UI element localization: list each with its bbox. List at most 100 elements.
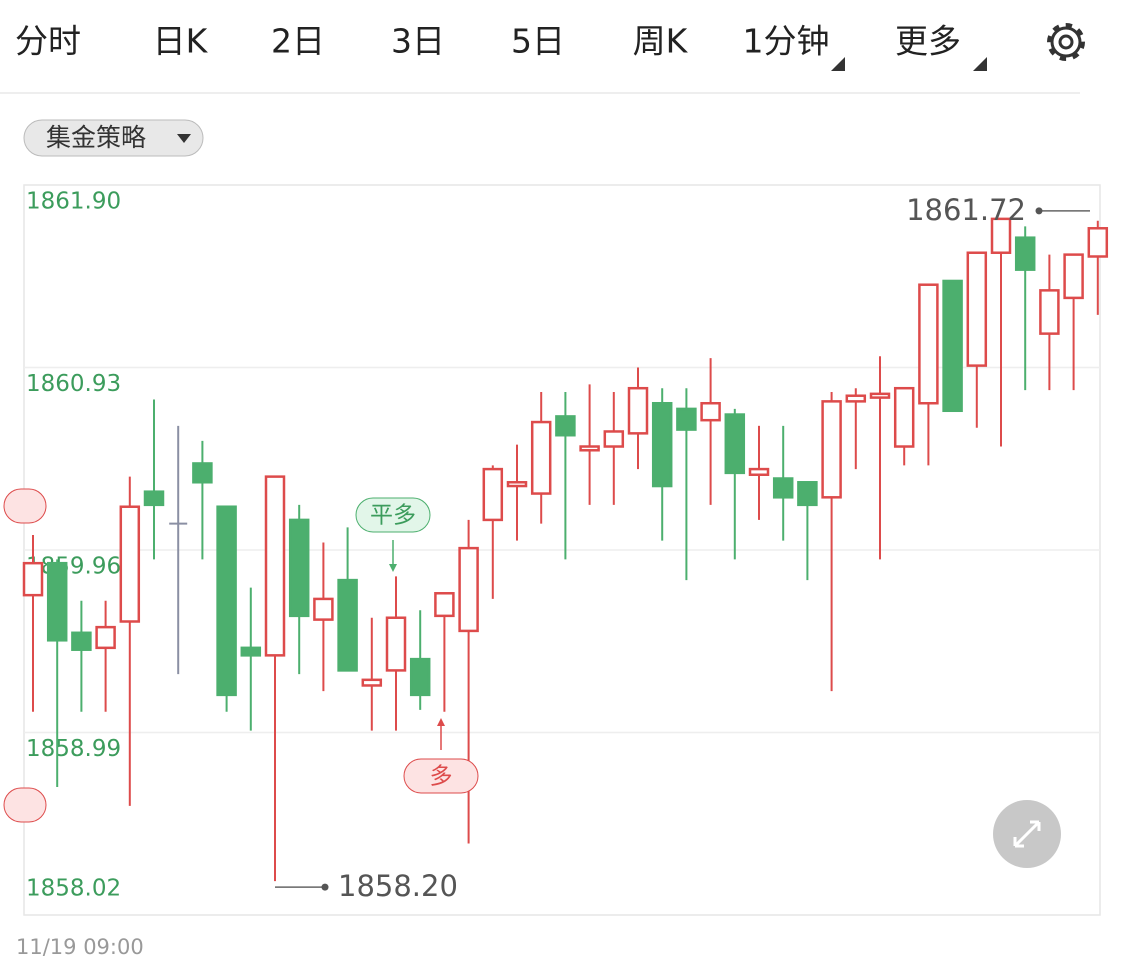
candle-body	[409, 657, 431, 697]
candle	[458, 519, 479, 844]
tab-label: 周K	[633, 22, 689, 61]
candle-body	[676, 407, 697, 431]
candle	[169, 425, 188, 675]
candle	[264, 475, 286, 882]
candle	[869, 356, 891, 560]
tab-menu-indicator	[831, 57, 845, 71]
candle	[409, 610, 431, 710]
y-tick-label: 1858.02	[26, 876, 121, 902]
candle	[918, 283, 939, 466]
candle-body	[942, 279, 963, 413]
candle-body	[966, 251, 988, 367]
candle	[603, 391, 625, 505]
candle	[942, 279, 963, 413]
candle-body	[1039, 289, 1060, 335]
candle	[192, 440, 213, 560]
candle-body	[893, 386, 915, 448]
candle	[724, 408, 746, 560]
candle-body	[603, 430, 625, 448]
candle	[337, 527, 358, 672]
candle-body	[845, 394, 867, 403]
candle-body	[724, 413, 746, 475]
candle-body	[1063, 253, 1084, 300]
annotations: 1861.72 1858.20	[275, 193, 1090, 903]
candle-body	[797, 481, 818, 507]
tab[interactable]: 2日	[271, 22, 325, 61]
candle	[361, 617, 383, 731]
candle-body	[748, 467, 770, 476]
candle-body	[700, 401, 721, 422]
y-tick-label: 1860.93	[26, 371, 121, 397]
candle-body	[821, 400, 842, 499]
tab[interactable]: 3日	[391, 22, 445, 61]
candle	[772, 425, 794, 541]
candle	[506, 444, 528, 541]
candle-body	[990, 217, 1012, 254]
candle-body	[143, 490, 165, 507]
candle-body	[95, 625, 116, 650]
tab[interactable]: 分时	[15, 22, 81, 61]
signal-long[interactable]: 多	[403, 718, 479, 794]
x-axis: 11/19 09:00	[16, 935, 144, 959]
gear-teeth	[1047, 23, 1085, 61]
candle	[700, 358, 721, 505]
candle-body	[434, 592, 455, 618]
signal-arrowhead	[389, 564, 397, 572]
candle	[313, 542, 334, 692]
dropdown-bg	[23, 119, 204, 157]
candle	[385, 576, 407, 731]
tab[interactable]: 日K	[153, 22, 209, 61]
candle	[216, 505, 237, 712]
candle-body	[71, 631, 92, 651]
candle	[627, 367, 649, 470]
candle-body	[530, 420, 552, 495]
candle-body	[772, 477, 794, 499]
candle	[821, 391, 842, 692]
candles	[22, 217, 1109, 882]
candle	[143, 399, 165, 560]
gear-hub	[1058, 34, 1074, 50]
x-tick-label: 11/19 09:00	[16, 935, 144, 959]
candle	[676, 388, 697, 581]
edge-marker	[3, 787, 47, 823]
signal-arrowhead	[437, 718, 445, 726]
candle	[22, 534, 44, 712]
tab[interactable]: 周K	[633, 22, 689, 61]
signal-bubble	[403, 758, 479, 794]
candle-body	[385, 616, 407, 672]
candle	[845, 388, 867, 470]
candle-body	[458, 546, 479, 633]
candle	[555, 391, 576, 560]
candle	[748, 425, 770, 520]
candle-body	[361, 678, 383, 687]
settings-icon[interactable]	[1047, 23, 1085, 61]
tab[interactable]: 更多	[895, 22, 987, 72]
candle	[71, 600, 92, 712]
dropdown-caret	[177, 134, 191, 143]
tab[interactable]: 5日	[511, 22, 565, 61]
expand-button[interactable]	[993, 800, 1061, 868]
candle-body	[22, 561, 44, 597]
high-label: 1861.72	[906, 193, 1026, 227]
candle	[1014, 226, 1036, 391]
dropdown-label: 集金策略	[46, 123, 146, 152]
candle	[119, 476, 141, 806]
low-label: 1858.20	[338, 869, 458, 903]
candle	[1087, 220, 1109, 315]
tab-label: 分时	[15, 22, 81, 61]
candle-body	[216, 505, 237, 697]
candle-body	[869, 392, 891, 399]
signal-close-long[interactable]: 平多	[355, 497, 431, 572]
candle-body	[506, 481, 528, 488]
tab[interactable]: 1分钟	[743, 22, 846, 72]
candle	[579, 384, 600, 505]
low-dot	[321, 883, 329, 891]
candle	[893, 386, 915, 466]
strategy-dropdown[interactable]: 集金策略	[23, 119, 204, 157]
edge-marker	[3, 488, 47, 524]
signal-text: 平多	[370, 503, 416, 529]
candle	[288, 504, 310, 675]
candle	[990, 217, 1012, 447]
candle-body	[482, 467, 504, 522]
